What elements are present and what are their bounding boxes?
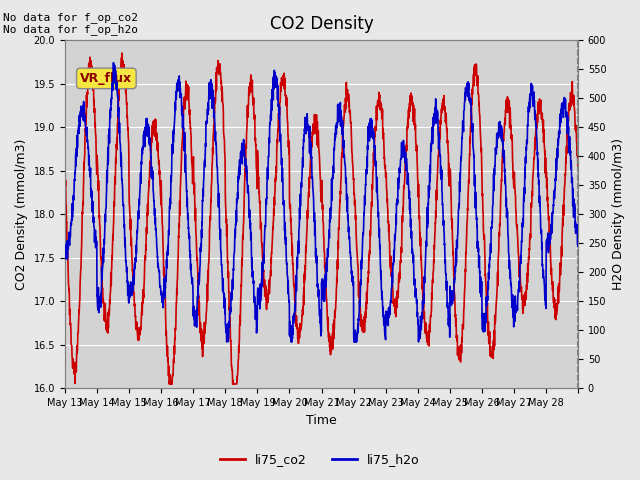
Title: CO2 Density: CO2 Density: [269, 15, 373, 33]
Y-axis label: CO2 Density (mmol/m3): CO2 Density (mmol/m3): [15, 139, 28, 290]
Text: VR_flux: VR_flux: [80, 72, 132, 85]
Y-axis label: H2O Density (mmol/m3): H2O Density (mmol/m3): [612, 138, 625, 290]
Legend: li75_co2, li75_h2o: li75_co2, li75_h2o: [215, 448, 425, 471]
Text: No data for f_op_co2
No data for f_op_h2o: No data for f_op_co2 No data for f_op_h2…: [3, 12, 138, 36]
X-axis label: Time: Time: [306, 414, 337, 427]
